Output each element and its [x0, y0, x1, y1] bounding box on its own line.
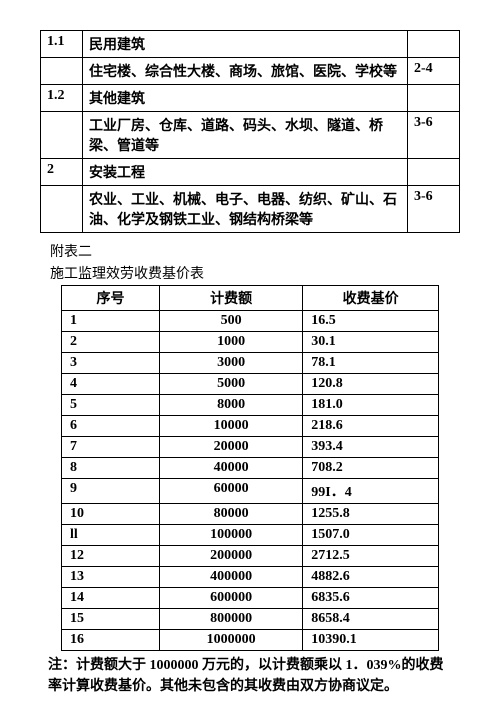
cell-seq: 16: [62, 630, 160, 651]
cell-amount: 3000: [160, 353, 303, 374]
cell-seq: 7: [62, 437, 160, 458]
cell-seq: 13: [62, 567, 160, 588]
table-row: 工业厂房、仓库、道路、码头、水坝、隧道、桥梁、管道等3-6: [41, 112, 460, 159]
cell-seq: 12: [62, 546, 160, 567]
row-rate-cell: 3-6: [408, 186, 460, 233]
cell-amount: 1000: [160, 332, 303, 353]
table-row: 2100030.1: [62, 332, 439, 353]
cell-price: 78.1: [303, 353, 439, 374]
table-row: 158000008658.4: [62, 609, 439, 630]
table-row: 96000099I．4: [62, 479, 439, 504]
cell-seq: 9: [62, 479, 160, 504]
cell-amount: 100000: [160, 525, 303, 546]
table-row: 1.2其他建筑: [41, 85, 460, 112]
row-desc-cell: 住宅楼、综合性大楼、商场、旅馆、医院、学校等: [83, 58, 408, 85]
table-row: 1.1民用建筑: [41, 31, 460, 58]
cell-price: 1507.0: [303, 525, 439, 546]
cell-price: 99I．4: [303, 479, 439, 504]
table-row: 146000006835.6: [62, 588, 439, 609]
cell-amount: 1000000: [160, 630, 303, 651]
row-rate-cell: 2-4: [408, 58, 460, 85]
cell-seq: 3: [62, 353, 160, 374]
cell-price: 393.4: [303, 437, 439, 458]
row-desc-cell: 安装工程: [83, 159, 408, 186]
table-row: 住宅楼、综合性大楼、商场、旅馆、医院、学校等2-4: [41, 58, 460, 85]
table-row: 3300078.1: [62, 353, 439, 374]
fee-base-price-table: 序号 计费额 收费基价 150016.52100030.13300078.145…: [61, 285, 439, 651]
cell-amount: 40000: [160, 458, 303, 479]
row-number-cell: [41, 58, 83, 85]
row-rate-cell: [408, 159, 460, 186]
cell-price: 2712.5: [303, 546, 439, 567]
table-header-row: 序号 计费额 收费基价: [62, 286, 439, 311]
table-row: 150016.5: [62, 311, 439, 332]
row-desc-cell: 农业、工业、机械、电子、电器、纺织、矿山、石油、化学及钢铁工业、钢结构桥梁等: [83, 186, 408, 233]
table-row: 45000120.8: [62, 374, 439, 395]
cell-price: 6835.6: [303, 588, 439, 609]
cell-amount: 80000: [160, 504, 303, 525]
table-row: 农业、工业、机械、电子、电器、纺织、矿山、石油、化学及钢铁工业、钢结构桥梁等3-…: [41, 186, 460, 233]
table-row: 10800001255.8: [62, 504, 439, 525]
cell-seq: 2: [62, 332, 160, 353]
cell-amount: 20000: [160, 437, 303, 458]
cell-price: 16.5: [303, 311, 439, 332]
table-row: 610000218.6: [62, 416, 439, 437]
row-rate-cell: 3-6: [408, 112, 460, 159]
cell-price: 181.0: [303, 395, 439, 416]
row-desc-cell: 工业厂房、仓库、道路、码头、水坝、隧道、桥梁、管道等: [83, 112, 408, 159]
footnote: 注：计费额大于 1000000 万元的，以计费额乘以 1．039%的收费率计算收…: [48, 655, 452, 697]
cell-seq: 5: [62, 395, 160, 416]
cell-amount: 600000: [160, 588, 303, 609]
cell-price: 10390.1: [303, 630, 439, 651]
table-row: 2安装工程: [41, 159, 460, 186]
cell-price: 218.6: [303, 416, 439, 437]
cell-seq: 15: [62, 609, 160, 630]
header-seq: 序号: [62, 286, 160, 311]
row-number-cell: [41, 112, 83, 159]
cell-amount: 400000: [160, 567, 303, 588]
header-price: 收费基价: [303, 286, 439, 311]
cell-amount: 5000: [160, 374, 303, 395]
cell-price: 1255.8: [303, 504, 439, 525]
table-row: 720000393.4: [62, 437, 439, 458]
cell-amount: 800000: [160, 609, 303, 630]
header-amount: 计费额: [160, 286, 303, 311]
row-rate-cell: [408, 85, 460, 112]
cell-amount: 500: [160, 311, 303, 332]
table-row: ll1000001507.0: [62, 525, 439, 546]
cell-price: 8658.4: [303, 609, 439, 630]
row-number-cell: 1.2: [41, 85, 83, 112]
cell-seq: 14: [62, 588, 160, 609]
table-row: 16100000010390.1: [62, 630, 439, 651]
row-desc-cell: 民用建筑: [83, 31, 408, 58]
table-row: 840000708.2: [62, 458, 439, 479]
table2-caption-line1: 附表二: [50, 241, 460, 261]
category-rate-table: 1.1民用建筑住宅楼、综合性大楼、商场、旅馆、医院、学校等2-41.2其他建筑工…: [40, 30, 460, 233]
cell-price: 120.8: [303, 374, 439, 395]
cell-amount: 60000: [160, 479, 303, 504]
table-row: 122000002712.5: [62, 546, 439, 567]
row-desc-cell: 其他建筑: [83, 85, 408, 112]
cell-seq: 10: [62, 504, 160, 525]
row-number-cell: 2: [41, 159, 83, 186]
row-number-cell: [41, 186, 83, 233]
table-row: 58000181.0: [62, 395, 439, 416]
cell-seq: 4: [62, 374, 160, 395]
cell-price: 4882.6: [303, 567, 439, 588]
cell-seq: ll: [62, 525, 160, 546]
cell-amount: 200000: [160, 546, 303, 567]
table-row: 134000004882.6: [62, 567, 439, 588]
row-number-cell: 1.1: [41, 31, 83, 58]
cell-price: 708.2: [303, 458, 439, 479]
cell-seq: 8: [62, 458, 160, 479]
cell-price: 30.1: [303, 332, 439, 353]
table2-caption-line2: 施工监理效劳收费基价表: [50, 263, 460, 283]
cell-seq: 1: [62, 311, 160, 332]
row-rate-cell: [408, 31, 460, 58]
cell-amount: 10000: [160, 416, 303, 437]
cell-seq: 6: [62, 416, 160, 437]
cell-amount: 8000: [160, 395, 303, 416]
